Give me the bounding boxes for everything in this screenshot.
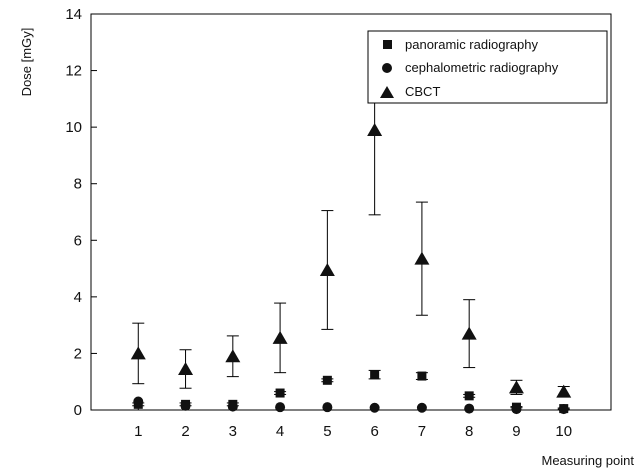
x-axis-ticks: 1 2 3 4 5 6 7 8 9 10 [134,404,572,440]
data-point-triangle [272,330,288,344]
x-tick-label: 10 [555,423,572,440]
data-point-circle [322,402,333,413]
data-point-circle [180,400,191,411]
legend-square-icon [383,40,392,49]
data-point-triangle [556,384,572,398]
x-tick-label: 7 [418,423,426,440]
data-point-circle [133,396,144,407]
legend-label-cephalometric: cephalometric radiography [405,60,559,75]
data-point-triangle [367,122,383,136]
data-point-circle [416,402,427,413]
data-point-triangle [225,349,241,363]
x-tick-label: 6 [370,423,378,440]
data-point-circle [275,402,286,413]
legend-label-cbct: CBCT [405,84,440,99]
x-tick-label: 9 [512,423,520,440]
legend: panoramic radiography cephalometric radi… [367,30,608,104]
y-tick-label: 8 [74,176,82,193]
y-axis-ticks: 0 2 4 6 8 10 12 14 [65,6,97,419]
series-cephalometric [133,396,569,415]
data-point-triangle [130,346,146,360]
data-point-triangle [508,380,524,394]
x-tick-label: 8 [465,423,473,440]
plot-frame [90,13,612,411]
y-tick-label: 4 [74,289,82,306]
legend-triangle-icon [380,86,394,98]
x-axis-title: Measuring point [542,453,635,468]
data-point-square [322,375,332,385]
y-tick-label: 14 [65,6,82,23]
x-tick-label: 4 [276,423,284,440]
data-point-square [275,388,285,398]
series-cbct [130,44,572,398]
data-point-triangle [414,251,430,265]
data-point-square [464,391,474,401]
data-point-circle [227,401,238,412]
y-tick-label: 10 [65,119,82,136]
data-marks [130,44,572,415]
x-tick-label: 3 [229,423,237,440]
legend-label-panoramic: panoramic radiography [405,37,538,52]
y-tick-label: 2 [74,345,82,362]
data-point-circle [511,404,522,415]
data-point-triangle [461,326,477,340]
y-tick-label: 6 [74,232,82,249]
x-tick-label: 1 [134,423,142,440]
legend-box [367,30,608,104]
y-axis-title: Dose [mGy] [19,28,34,97]
data-point-triangle [178,361,194,375]
x-tick-label: 2 [181,423,189,440]
data-point-circle [464,403,475,414]
data-point-triangle [319,262,335,276]
data-point-circle [558,404,569,415]
y-tick-label: 12 [65,63,82,80]
x-tick-label: 5 [323,423,331,440]
series-panoramic [132,369,570,414]
legend-circle-icon [382,63,392,73]
data-point-circle [369,402,380,413]
data-point-square [417,371,427,381]
data-point-square [370,370,380,380]
y-tick-label: 0 [74,402,82,419]
